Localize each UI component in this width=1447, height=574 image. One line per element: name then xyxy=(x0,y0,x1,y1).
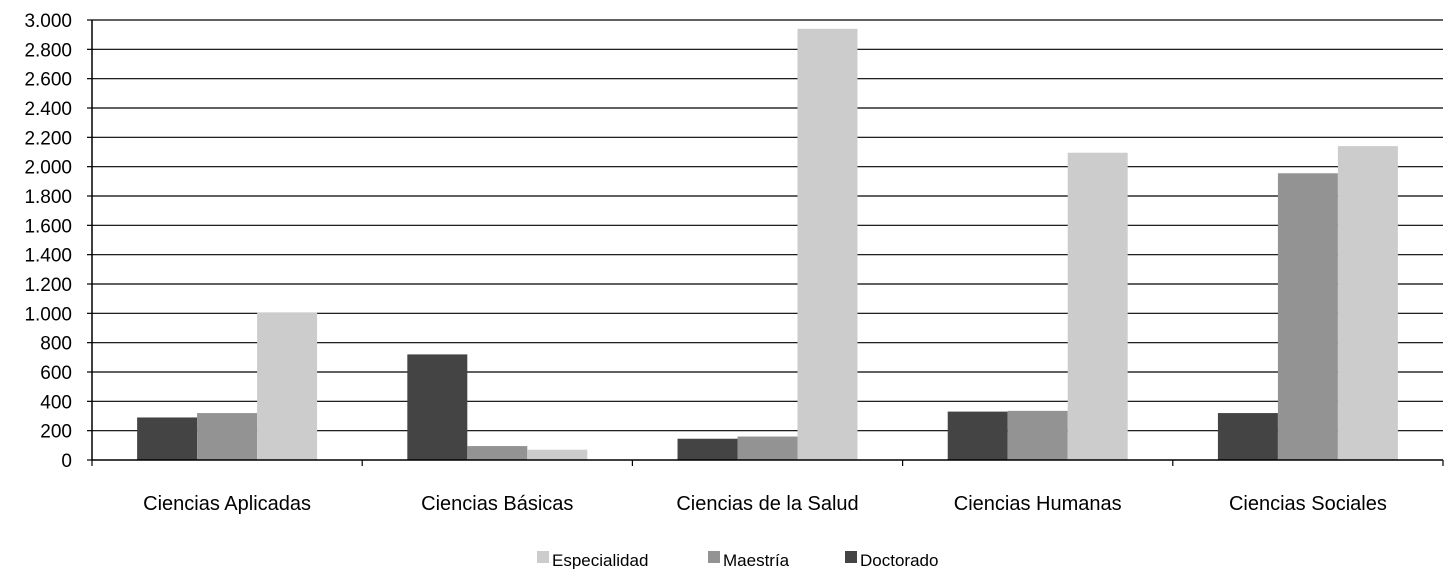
bar xyxy=(1007,410,1068,460)
y-tick-label: 2.000 xyxy=(24,158,72,179)
y-tick-label: 1.000 xyxy=(24,304,72,325)
bar xyxy=(737,436,798,460)
x-tick-label: Ciencias Básicas xyxy=(421,493,573,515)
bar xyxy=(1067,152,1128,460)
y-tick-labels: 0 200 400 600 800 1.000 1.200 1.400 1.600 1.800 2.… xyxy=(24,11,72,472)
legend-swatch xyxy=(845,551,857,563)
x-tick-label: Ciencias Humanas xyxy=(954,493,1122,515)
x-tick-labels: Ciencias Aplicadas Ciencias Básicas Cienci… xyxy=(143,493,1387,515)
y-tick-label: 1.600 xyxy=(24,216,72,237)
bar xyxy=(467,446,528,460)
y-tick-label: 0 xyxy=(61,451,72,472)
bar xyxy=(1277,173,1338,460)
y-tick-label: 600 xyxy=(40,363,72,384)
bar xyxy=(527,449,588,460)
y-tick-label: 2.800 xyxy=(24,40,72,61)
bar xyxy=(797,28,858,461)
x-tick-label: Ciencias Sociales xyxy=(1229,493,1387,515)
bar xyxy=(407,354,468,460)
bar xyxy=(1337,146,1398,460)
y-tick-label: 800 xyxy=(40,334,72,355)
y-tick-label: 1.400 xyxy=(24,246,72,267)
legend-label: Doctorado xyxy=(860,551,938,569)
y-tick-label: 400 xyxy=(40,392,72,413)
axes xyxy=(87,19,1444,466)
bar xyxy=(677,438,738,460)
y-tick-label: 2.600 xyxy=(24,70,72,91)
legend-label: Maestría xyxy=(723,551,790,569)
x-tick-label: Ciencias de la Salud xyxy=(676,493,858,515)
y-tick-label: 1.200 xyxy=(24,275,72,296)
y-tick-label: 1.800 xyxy=(24,187,72,208)
bar xyxy=(1217,413,1278,460)
bar xyxy=(947,411,1008,460)
bar xyxy=(197,413,258,460)
bar xyxy=(137,417,198,460)
x-tick-label: Ciencias Aplicadas xyxy=(143,493,311,515)
gridlines xyxy=(92,19,1443,432)
y-tick-label: 3.000 xyxy=(24,11,72,32)
legend: Especialidad Maestría Doctorado xyxy=(537,551,938,570)
legend-swatch xyxy=(537,551,549,563)
y-tick-label: 2.200 xyxy=(24,128,72,149)
y-tick-label: 200 xyxy=(40,422,72,443)
legend-swatch xyxy=(708,551,720,563)
bars xyxy=(137,28,1398,461)
bar xyxy=(257,312,318,460)
legend-label: Especialidad xyxy=(552,551,648,569)
y-tick-label: 2.400 xyxy=(24,99,72,120)
